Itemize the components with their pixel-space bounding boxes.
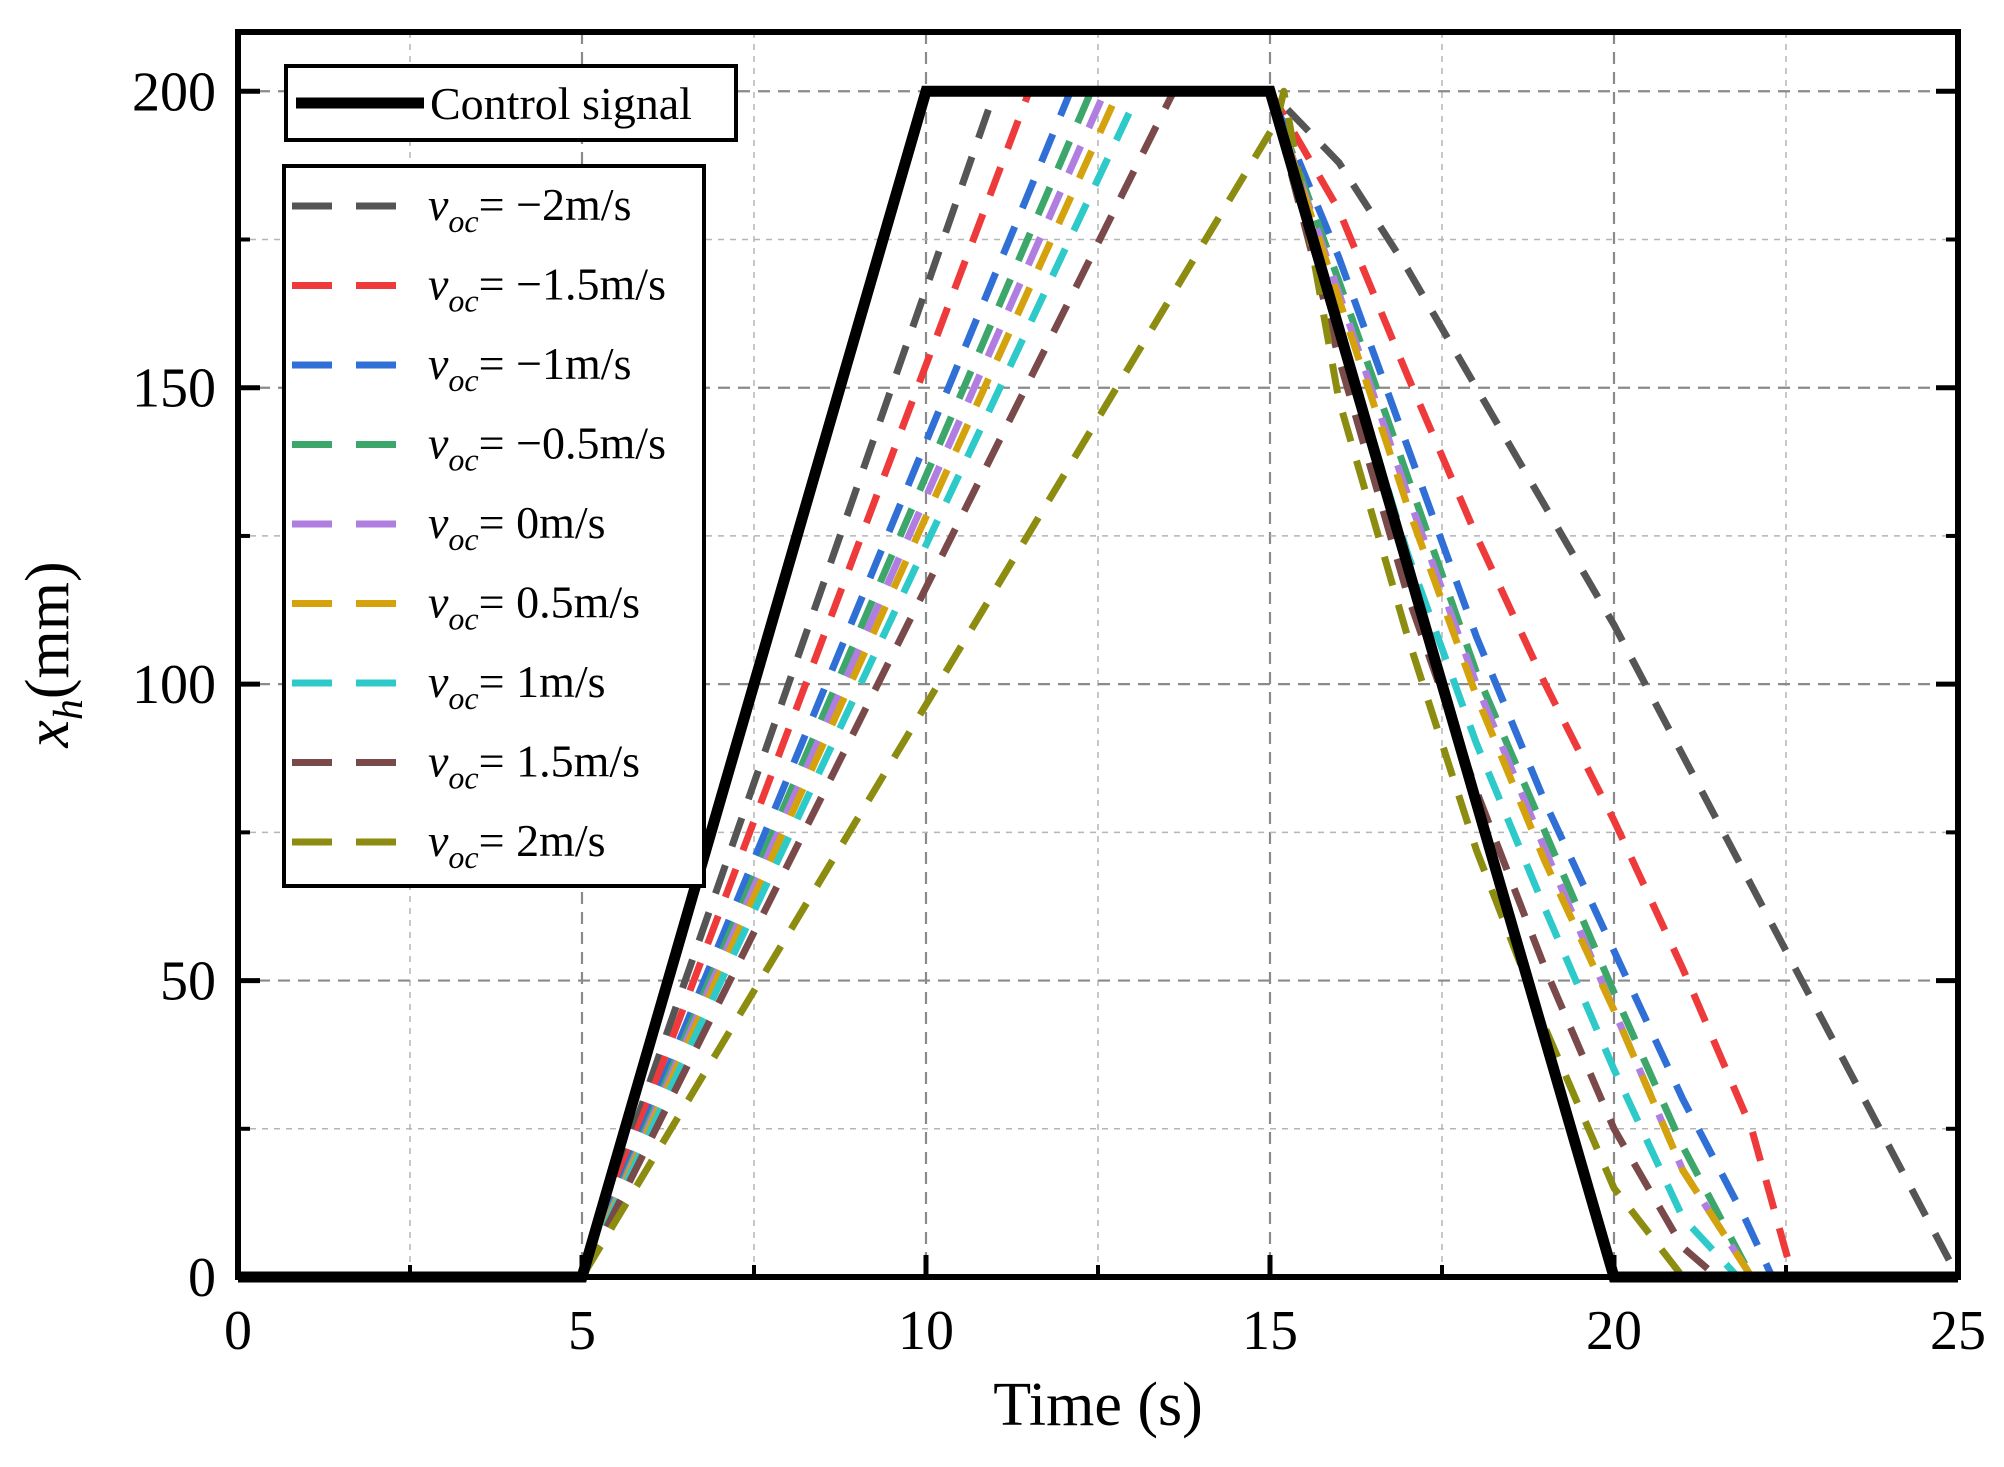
legend-sub: oc	[448, 521, 478, 557]
series-line-6	[238, 87, 1958, 1281]
legend-var: v	[428, 259, 449, 310]
legend-control-box: Control signal	[284, 64, 738, 142]
series-line-1	[238, 87, 1962, 1281]
legend-var: v	[428, 418, 449, 469]
legend-label-9: voc= 2m/s	[428, 815, 606, 875]
legend-sub: oc	[448, 283, 478, 319]
x-tick-label: 15	[1242, 1300, 1298, 1362]
legend-sub: oc	[448, 839, 478, 875]
legend-label-2: voc= −1.5m/s	[428, 259, 666, 319]
y-tick-label: 50	[160, 951, 216, 1013]
legend-label-4: voc= −0.5m/s	[428, 418, 666, 478]
x-axis-title: Time (s)	[993, 1371, 1203, 1439]
legend-var: v	[428, 815, 449, 866]
legend-var: v	[428, 736, 449, 787]
legend-sub: oc	[448, 601, 478, 637]
legend-value: = 0m/s	[479, 497, 606, 548]
legend-sub: oc	[448, 203, 478, 239]
legend-value: = 0.5m/s	[479, 577, 640, 628]
legend-label-1: voc= −2m/s	[428, 179, 631, 239]
legend-value: = −0.5m/s	[479, 418, 666, 469]
legend-value: = −2m/s	[479, 179, 632, 230]
legend-var: v	[428, 179, 449, 230]
axis-ticks: 0 5 10 15 20 25 0 50 100 150 200	[132, 61, 1986, 1362]
y-axis-title: xh(mm)	[14, 561, 92, 748]
series-line-7	[238, 87, 1958, 1281]
series-line-9	[238, 87, 1958, 1281]
legend-series-frame	[282, 164, 706, 888]
legend-var: v	[428, 497, 449, 548]
legend-value: = 1m/s	[479, 656, 606, 707]
legend-var: v	[428, 656, 449, 707]
series-line-5	[238, 87, 1958, 1281]
x-tick-label: 20	[1586, 1300, 1642, 1362]
series-line-8	[238, 87, 1958, 1281]
legend-sub: oc	[448, 680, 478, 716]
y-tick-label: 200	[132, 61, 216, 123]
y-tick-label: 150	[132, 358, 216, 420]
y-axis-var: x	[14, 720, 82, 749]
legend-label-6: voc= 0.5m/s	[428, 577, 640, 637]
y-tick-label: 0	[188, 1247, 216, 1309]
legend-var: v	[428, 577, 449, 628]
series-line-4	[238, 87, 1958, 1281]
legend-sub: oc	[448, 362, 478, 398]
x-tick-label: 0	[224, 1300, 252, 1362]
y-axis-unit: (mm)	[14, 561, 82, 699]
legend-label-7: voc= 1m/s	[428, 656, 606, 716]
legend-value: = −1.5m/s	[479, 259, 666, 310]
y-axis-sub: h	[46, 699, 92, 720]
legend-control-label: Control signal	[430, 78, 692, 129]
legend-value: = −1m/s	[479, 338, 632, 389]
legend-label-8: voc= 1.5m/s	[428, 736, 640, 796]
legend-sub: oc	[448, 760, 478, 796]
legend-label-3: voc= −1m/s	[428, 338, 631, 398]
legend-value: = 1.5m/s	[479, 736, 640, 787]
y-tick-label: 100	[132, 654, 216, 716]
x-tick-label: 5	[568, 1300, 596, 1362]
x-tick-label: 10	[898, 1300, 954, 1362]
legend-value: = 2m/s	[479, 815, 606, 866]
legend-var: v	[428, 338, 449, 389]
legend-sub: oc	[448, 442, 478, 478]
legend-label-5: voc= 0m/s	[428, 497, 606, 557]
x-tick-label: 25	[1930, 1300, 1986, 1362]
